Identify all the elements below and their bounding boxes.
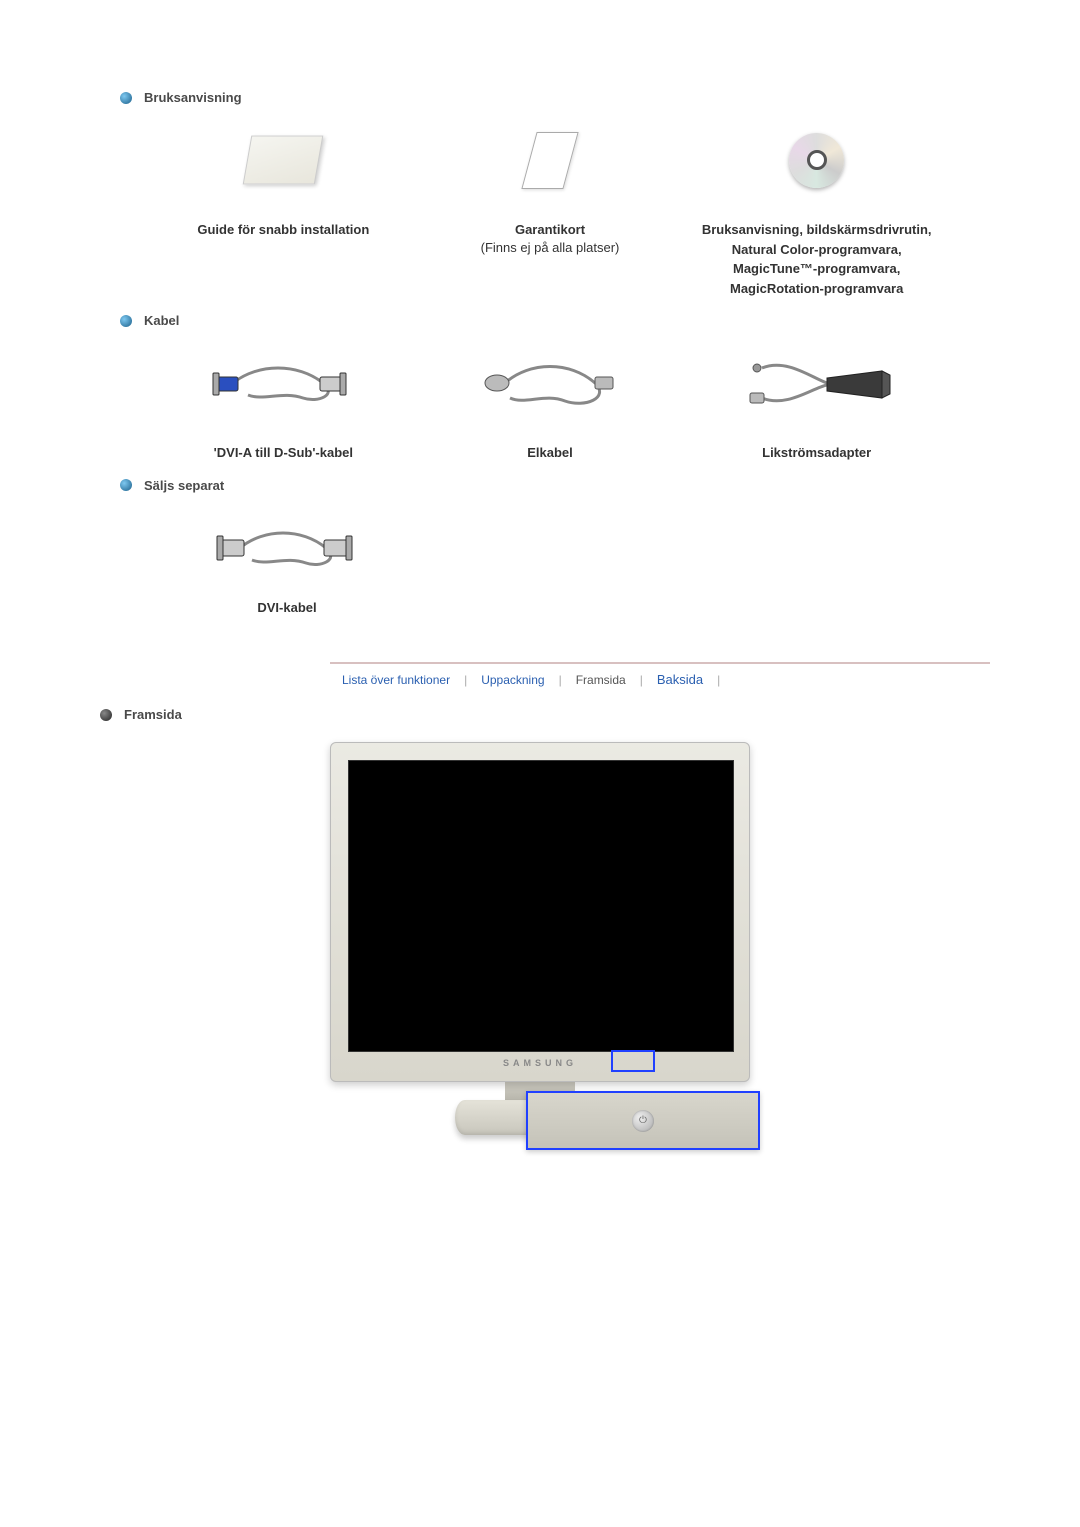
- heading-label: Bruksanvisning: [144, 90, 242, 105]
- caption-power: Elkabel: [417, 438, 684, 468]
- caption-cd: Bruksanvisning, bildskärmsdrivrutin, Nat…: [683, 215, 950, 303]
- bullet-icon: [120, 92, 132, 104]
- heading-label: Framsida: [124, 707, 182, 722]
- monitor-screen: [348, 760, 734, 1052]
- tab-front[interactable]: Framsida: [576, 673, 626, 687]
- heading-label: Kabel: [144, 313, 179, 328]
- caption-warranty: Garantikort: [422, 220, 679, 240]
- manual-captions-row: Guide för snabb installation Garantikort…: [150, 215, 950, 303]
- tab-separator: |: [717, 673, 720, 687]
- caption-guide: Guide för snabb installation: [150, 215, 417, 303]
- section-heading-manual: Bruksanvisning: [120, 90, 990, 105]
- monitor-illustration: SAMSUNG ⏻: [90, 742, 990, 1135]
- monitor-logo: SAMSUNG: [348, 1058, 732, 1068]
- bullet-icon: [120, 479, 132, 491]
- guide-icon: [243, 136, 324, 185]
- tab-features[interactable]: Lista över funktioner: [342, 673, 450, 687]
- tab-unpacking[interactable]: Uppackning: [481, 673, 544, 687]
- control-bar-highlight: ⏻: [526, 1091, 760, 1150]
- cable-images-row: [150, 343, 950, 438]
- caption-dc: Likströmsadapter: [683, 438, 950, 468]
- dc-adapter-icon: [742, 353, 892, 413]
- heading-label: Säljs separat: [144, 478, 224, 493]
- bullet-icon: [120, 315, 132, 327]
- section-heading-sold-sep: Säljs separat: [120, 478, 990, 493]
- tab-back[interactable]: Baksida: [657, 672, 703, 687]
- manual-images-row: [150, 120, 950, 215]
- tab-separator: |: [464, 673, 467, 687]
- highlight-small-box: [611, 1050, 655, 1072]
- section-heading-cable: Kabel: [120, 313, 990, 328]
- caption-warranty-sub: (Finns ej på alla platser): [422, 240, 679, 255]
- caption-dvi-cable: DVI-kabel: [155, 598, 419, 618]
- cd-icon: [789, 133, 844, 188]
- bullet-dark-icon: [100, 709, 112, 721]
- dvi-dsub-cable-icon: [208, 353, 358, 413]
- dvi-cable-icon: [212, 518, 362, 578]
- soldsep-row: DVI-kabel: [150, 508, 950, 623]
- cable-captions-row: 'DVI-A till D-Sub'-kabel Elkabel Likströ…: [150, 438, 950, 468]
- power-button-icon: ⏻: [632, 1110, 654, 1132]
- caption-dvi-dsub: 'DVI-A till D-Sub'-kabel: [150, 438, 417, 468]
- section-heading-front: Framsida: [100, 707, 990, 722]
- warranty-card-icon: [521, 132, 578, 189]
- power-cable-icon: [475, 353, 625, 413]
- tab-bar: Lista över funktioner | Uppackning | Fra…: [330, 662, 990, 687]
- monitor-frame: SAMSUNG: [330, 742, 750, 1082]
- tab-separator: |: [640, 673, 643, 687]
- tab-separator: |: [559, 673, 562, 687]
